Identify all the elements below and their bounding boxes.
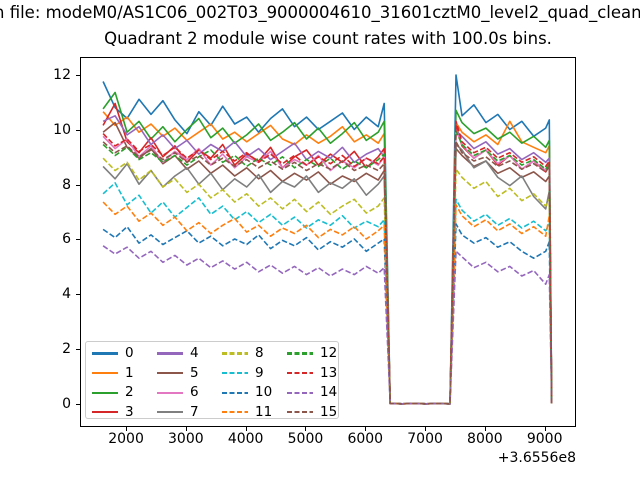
legend-label: 9 bbox=[255, 364, 264, 381]
legend: 0 1 2 3 4 5 6 7 8 9 10 11 12 13 14 15 bbox=[85, 341, 339, 422]
legend-line-sample bbox=[92, 391, 118, 394]
legend-line-sample bbox=[92, 372, 118, 375]
figure-title: n file: modeM0/AS1C06_002T03_9000004610_… bbox=[0, 3, 640, 22]
legend-item-14: 14 bbox=[287, 383, 337, 402]
legend-label: 1 bbox=[125, 364, 134, 381]
legend-label: 11 bbox=[255, 403, 273, 420]
y-tick-label: 10 bbox=[53, 121, 71, 138]
axes-title: Quadrant 2 module wise count rates with … bbox=[104, 29, 552, 48]
series-line-7 bbox=[102, 143, 553, 405]
legend-line-sample bbox=[222, 352, 248, 355]
legend-item-9: 9 bbox=[222, 364, 264, 383]
legend-label: 7 bbox=[190, 403, 199, 420]
y-tick-mark bbox=[76, 129, 80, 131]
legend-line-sample bbox=[287, 352, 313, 355]
legend-label: 6 bbox=[190, 384, 199, 401]
y-tick-mark bbox=[76, 239, 80, 241]
legend-item-11: 11 bbox=[222, 403, 272, 422]
x-tick-label: 8000 bbox=[467, 431, 503, 447]
x-tick-mark bbox=[185, 427, 187, 431]
legend-label: 4 bbox=[190, 345, 199, 361]
legend-item-7: 7 bbox=[157, 403, 199, 422]
x-tick-mark bbox=[305, 427, 307, 431]
legend-label: 8 bbox=[255, 345, 264, 361]
x-axis-offset-text: +3.6556e8 bbox=[497, 450, 576, 466]
legend-item-10: 10 bbox=[222, 383, 272, 402]
y-tick-mark bbox=[76, 348, 80, 350]
x-tick-label: 2000 bbox=[108, 431, 144, 447]
series-line-11 bbox=[102, 201, 553, 405]
y-tick-label: 4 bbox=[62, 286, 71, 303]
x-tick-mark bbox=[425, 427, 427, 431]
x-tick-label: 9000 bbox=[526, 431, 563, 447]
legend-item-1: 1 bbox=[92, 364, 134, 383]
legend-line-sample bbox=[222, 411, 248, 414]
legend-item-6: 6 bbox=[157, 383, 199, 402]
legend-item-2: 2 bbox=[92, 383, 134, 402]
series-line-13 bbox=[102, 120, 553, 405]
y-tick-mark bbox=[76, 403, 80, 405]
legend-line-sample bbox=[222, 391, 248, 394]
legend-line-sample bbox=[157, 411, 183, 414]
x-tick-label: 5000 bbox=[287, 431, 324, 447]
y-tick-label: 6 bbox=[62, 231, 71, 248]
x-tick-label: 7000 bbox=[407, 431, 443, 447]
legend-label: 15 bbox=[320, 403, 338, 420]
legend-label: 0 bbox=[125, 345, 134, 361]
series-line-1 bbox=[102, 111, 553, 405]
series-line-10 bbox=[102, 223, 553, 405]
series-line-4 bbox=[102, 114, 553, 405]
x-tick-mark bbox=[365, 427, 367, 431]
y-tick-mark bbox=[76, 294, 80, 296]
y-tick-mark bbox=[76, 184, 80, 186]
legend-line-sample bbox=[157, 372, 183, 375]
legend-label: 5 bbox=[190, 364, 199, 381]
legend-item-5: 5 bbox=[157, 364, 199, 383]
legend-line-sample bbox=[92, 352, 118, 355]
legend-item-0: 0 bbox=[92, 344, 134, 363]
legend-line-sample bbox=[157, 352, 183, 355]
x-tick-mark bbox=[484, 427, 486, 431]
chart-canvas bbox=[102, 74, 553, 405]
legend-line-sample bbox=[287, 391, 313, 394]
legend-item-3: 3 bbox=[92, 403, 134, 422]
legend-item-15: 15 bbox=[287, 403, 337, 422]
y-tick-label: 12 bbox=[53, 67, 71, 84]
legend-line-sample bbox=[222, 372, 248, 375]
series-line-12 bbox=[102, 130, 553, 405]
legend-label: 13 bbox=[320, 364, 338, 381]
series-line-9 bbox=[102, 182, 553, 405]
legend-label: 12 bbox=[320, 345, 338, 361]
y-tick-mark bbox=[76, 75, 80, 77]
legend-line-sample bbox=[157, 391, 183, 394]
x-tick-mark bbox=[245, 427, 247, 431]
legend-item-4: 4 bbox=[157, 344, 199, 363]
series-line-2 bbox=[102, 91, 553, 405]
y-tick-label: 0 bbox=[62, 395, 71, 412]
legend-item-8: 8 bbox=[222, 344, 264, 363]
legend-line-sample bbox=[92, 411, 118, 414]
legend-label: 2 bbox=[125, 384, 134, 401]
legend-item-13: 13 bbox=[287, 364, 337, 383]
series-line-14 bbox=[102, 245, 553, 405]
x-tick-label: 6000 bbox=[347, 431, 384, 447]
series-line-8 bbox=[102, 157, 553, 405]
y-tick-label: 8 bbox=[62, 176, 71, 193]
legend-label: 14 bbox=[320, 384, 338, 401]
legend-label: 10 bbox=[255, 384, 273, 401]
x-tick-label: 3000 bbox=[168, 431, 204, 447]
x-tick-label: 4000 bbox=[227, 431, 264, 447]
y-tick-label: 2 bbox=[62, 340, 71, 357]
legend-line-sample bbox=[287, 372, 313, 375]
legend-label: 3 bbox=[125, 403, 134, 420]
x-tick-mark bbox=[544, 427, 546, 431]
series-line-15 bbox=[102, 141, 553, 405]
legend-line-sample bbox=[287, 411, 313, 414]
x-tick-mark bbox=[126, 427, 128, 431]
legend-item-12: 12 bbox=[287, 344, 337, 363]
